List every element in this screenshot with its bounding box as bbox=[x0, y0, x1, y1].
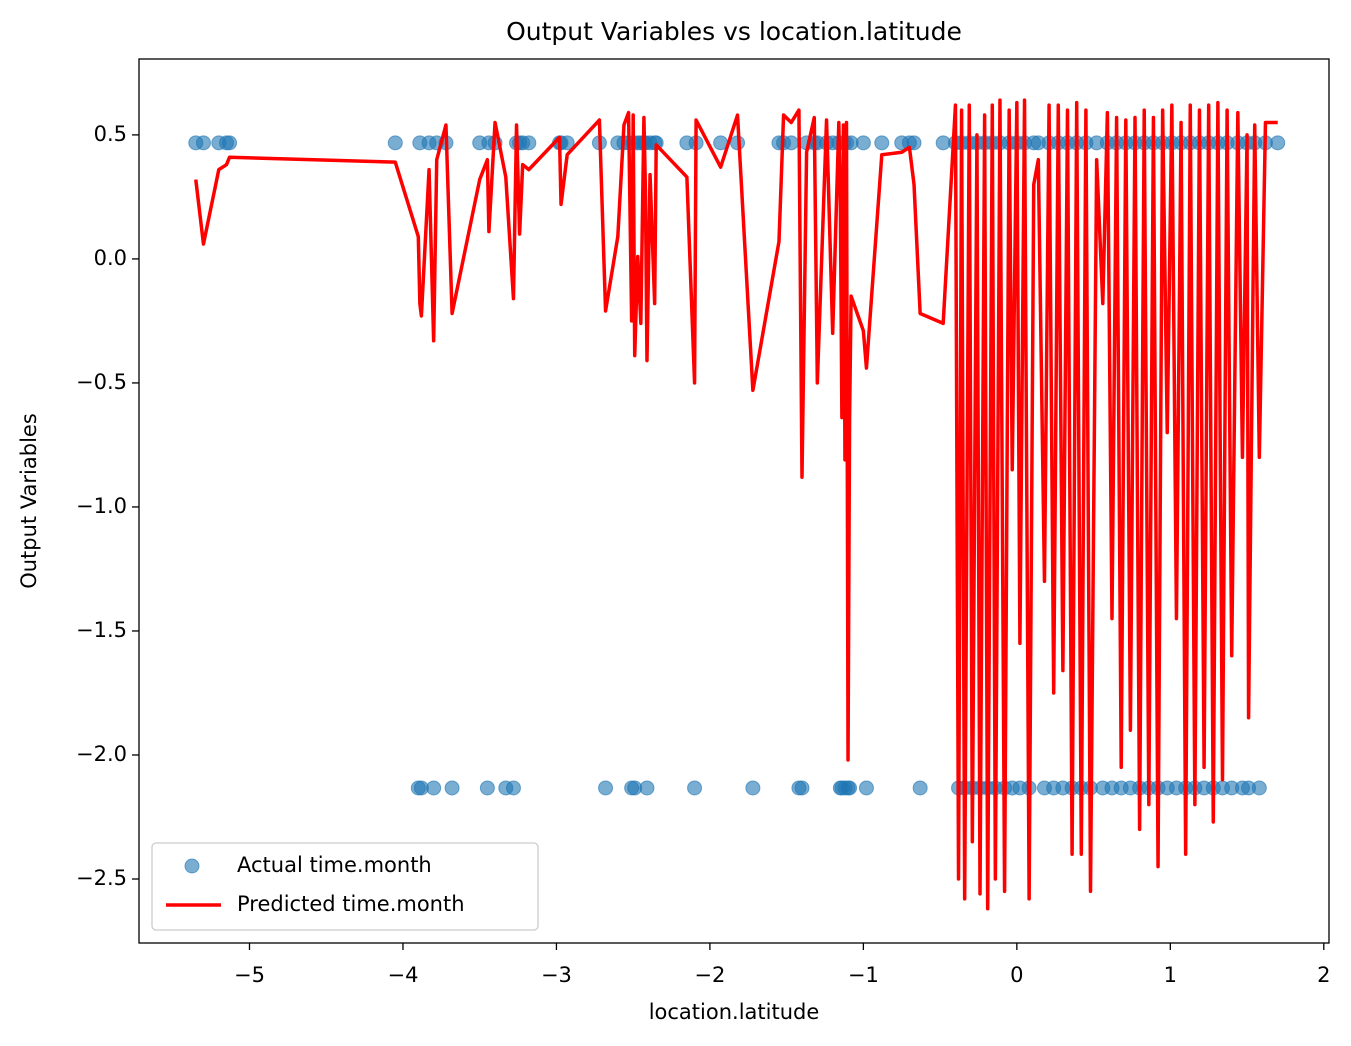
scatter-point bbox=[874, 135, 890, 151]
x-axis-label: location.latitude bbox=[649, 1000, 820, 1024]
scatter-point bbox=[745, 780, 761, 796]
y-tick-label: 0.0 bbox=[94, 246, 127, 270]
scatter-point bbox=[1251, 780, 1267, 796]
scatter-point bbox=[505, 780, 521, 796]
scatter-point bbox=[912, 780, 928, 796]
scatter-point bbox=[687, 780, 703, 796]
y-tick-label: 0.5 bbox=[94, 122, 127, 146]
scatter-point bbox=[783, 135, 799, 151]
chart-title: Output Variables vs location.latitude bbox=[506, 17, 962, 46]
scatter-point bbox=[1270, 135, 1286, 151]
y-tick-label: −2.0 bbox=[76, 742, 127, 766]
x-tick-label: −4 bbox=[387, 963, 418, 987]
scatter-point bbox=[639, 780, 655, 796]
y-tick-label: −1.0 bbox=[76, 494, 127, 518]
scatter-point bbox=[598, 780, 614, 796]
x-tick-label: 0 bbox=[1010, 963, 1023, 987]
legend-label: Predicted time.month bbox=[237, 892, 465, 916]
x-tick-label: −5 bbox=[234, 963, 265, 987]
plot-area bbox=[188, 98, 1286, 911]
y-tick-label: −2.5 bbox=[76, 866, 127, 890]
plot-frame bbox=[138, 58, 1330, 944]
scatter-point bbox=[444, 780, 460, 796]
scatter-point bbox=[794, 780, 810, 796]
scatter-point bbox=[426, 780, 442, 796]
scatter-point bbox=[479, 780, 495, 796]
legend-box bbox=[151, 842, 539, 931]
scatter-point bbox=[858, 780, 874, 796]
y-tick-label: −0.5 bbox=[76, 370, 127, 394]
x-tick-label: 2 bbox=[1317, 963, 1330, 987]
scatter-point bbox=[387, 135, 403, 151]
scatter-point bbox=[521, 135, 537, 151]
prediction-line bbox=[194, 98, 1278, 911]
scatter-point bbox=[855, 135, 871, 151]
x-tick-label: −3 bbox=[541, 963, 572, 987]
y-tick-label: −1.5 bbox=[76, 618, 127, 642]
x-tick-label: −1 bbox=[848, 963, 879, 987]
scatter-point bbox=[222, 135, 238, 151]
scatter-point bbox=[842, 780, 858, 796]
legend-marker bbox=[184, 858, 200, 874]
legend-label: Actual time.month bbox=[237, 853, 432, 877]
y-axis-label: Output Variables bbox=[17, 413, 41, 589]
x-tick-label: 1 bbox=[1164, 963, 1177, 987]
scatter-point bbox=[195, 135, 211, 151]
x-tick-label: −2 bbox=[694, 963, 725, 987]
